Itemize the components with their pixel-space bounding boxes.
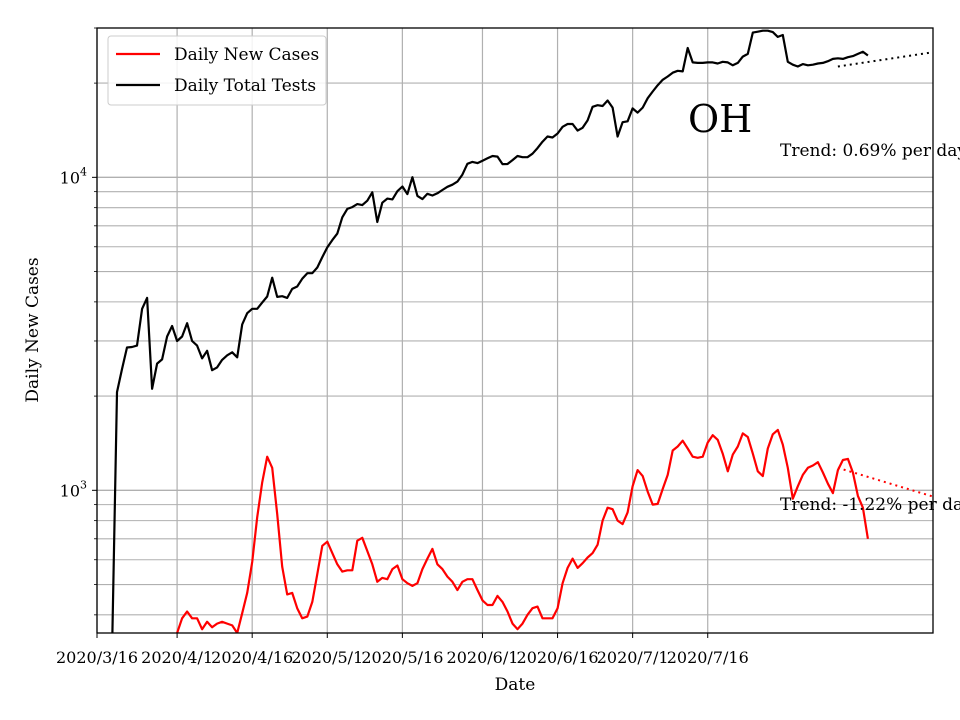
x-tick-label: 2020/5/16: [361, 648, 443, 667]
y-tick-label: 103: [60, 478, 87, 500]
y-tick-label: 104: [60, 165, 87, 187]
series-line-daily-total-tests: [111, 29, 869, 633]
region-label: OH: [688, 97, 752, 141]
trend-annotation-tests: Trend: 0.69% per day: [780, 141, 960, 161]
trend-line-daily-total-tests: [837, 51, 933, 68]
axis-ticks: 2020/3/16 2020/4/12020/4/162020/5/12020/5…: [56, 27, 749, 667]
trend-line-daily-new-cases: [837, 466, 933, 498]
x-axis-title: Date: [495, 675, 536, 695]
x-tick-label: 2020/6/1: [447, 648, 519, 667]
x-tick-label: 2020/6/16: [517, 648, 599, 667]
y-axis-title: Daily New Cases: [23, 257, 43, 402]
x-tick-label: 2020/7/1: [597, 648, 669, 667]
legend-box: [107, 35, 327, 106]
series-line-daily-new-cases: [175, 428, 869, 633]
series-lines: [111, 29, 933, 633]
x-tick-label: 2020/7/16: [667, 648, 749, 667]
legend-label-cases: Daily New Cases: [174, 45, 319, 65]
x-tick-label: 2020/4/16: [211, 648, 293, 667]
plot-area: [111, 29, 933, 633]
legend: Daily New Cases Daily Total Tests: [107, 35, 327, 106]
x-tick-label: 2020/3/16: [56, 648, 138, 667]
plot-frame: [96, 27, 934, 634]
x-tick-label: 2020/4/1: [141, 648, 213, 667]
grid-lines: [96, 27, 933, 633]
trend-annotation-cases: Trend: -1.22% per day: [780, 495, 960, 515]
legend-label-tests: Daily Total Tests: [174, 76, 316, 96]
x-tick-label: 2020/5/1: [291, 648, 363, 667]
